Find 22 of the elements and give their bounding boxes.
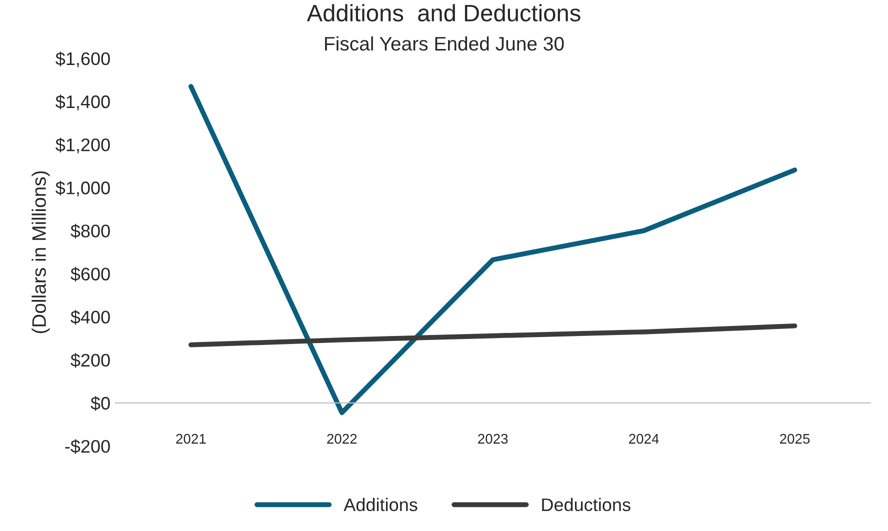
x-tick-label: 2024 (629, 434, 659, 444)
x-tick-label: 2023 (478, 434, 508, 444)
legend-label: Deductions (542, 498, 630, 512)
y-tick-label: $1,200 (56, 138, 110, 154)
legend-label: Additions (344, 498, 418, 512)
y-tick-label: $200 (70, 353, 110, 368)
y-tick-label: $1,600 (56, 52, 110, 68)
x-tick-label: 2022 (327, 434, 357, 444)
y-tick-label: $1,400 (56, 94, 110, 110)
line-series (188, 84, 798, 416)
y-axis-title: (Dollars in Millions) (32, 171, 50, 334)
y-tick-label: $400 (70, 310, 110, 325)
y-tick-label: -$200 (65, 439, 110, 454)
line-series (188, 323, 798, 348)
x-tick-label: 2021 (176, 434, 206, 444)
chart-subtitle: Fiscal Years Ended June 30 (325, 36, 564, 51)
y-tick-label: $0 (90, 396, 110, 411)
chart-title: Additions and Deductions (306, 4, 580, 22)
x-tick-label: 2025 (780, 434, 810, 444)
y-tick-label: $600 (70, 266, 110, 282)
y-tick-label: $1,000 (56, 180, 110, 196)
y-tick-label: $800 (70, 224, 110, 238)
